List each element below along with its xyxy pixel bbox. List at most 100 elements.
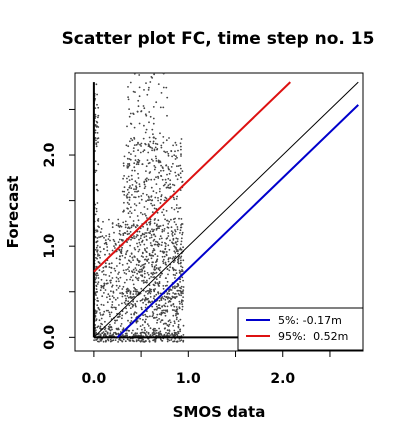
scatter-point xyxy=(173,190,175,193)
scatter-point xyxy=(109,338,112,341)
scatter-point xyxy=(103,328,106,331)
scatter-point xyxy=(144,321,147,324)
scatter-point xyxy=(142,338,145,341)
scatter-point xyxy=(155,240,157,243)
scatter-point xyxy=(176,238,179,240)
scatter-point xyxy=(138,271,141,274)
scatter-point xyxy=(153,168,156,171)
scatter-point xyxy=(140,265,142,268)
scatter-point xyxy=(172,237,175,240)
scatter-point xyxy=(175,310,178,313)
scatter-point xyxy=(105,235,107,237)
scatter-point xyxy=(122,292,125,295)
scatter-point xyxy=(95,145,98,148)
scatter-point xyxy=(153,238,156,241)
scatter-point xyxy=(132,220,135,222)
scatter-point xyxy=(160,312,163,315)
scatter-point xyxy=(174,242,177,244)
scatter-point xyxy=(127,268,129,270)
scatter-point xyxy=(152,288,155,291)
scatter-point xyxy=(161,230,164,233)
scatter-point xyxy=(153,272,156,275)
scatter-point xyxy=(143,183,146,186)
scatter-point xyxy=(150,158,153,161)
scatter-point xyxy=(129,210,131,213)
scatter-point xyxy=(160,334,163,336)
scatter-point xyxy=(97,220,100,222)
scatter-point xyxy=(126,249,129,252)
scatter-point xyxy=(131,224,133,227)
scatter-point xyxy=(159,274,162,277)
scatter-point xyxy=(95,277,98,279)
scatter-point xyxy=(124,223,127,226)
scatter-point xyxy=(127,96,129,98)
scatter-point xyxy=(155,303,158,305)
scatter-point xyxy=(124,220,127,223)
scatter-point xyxy=(139,268,141,271)
scatter-point xyxy=(132,224,135,227)
scatter-point xyxy=(175,144,178,146)
scatter-point xyxy=(130,313,133,316)
scatter-point xyxy=(113,306,115,309)
scatter-point xyxy=(103,273,105,276)
scatter-point xyxy=(153,295,156,298)
scatter-point xyxy=(145,290,147,293)
scatter-point xyxy=(105,330,107,333)
scatter-point xyxy=(141,280,143,282)
scatter-point xyxy=(144,143,147,146)
scatter-point xyxy=(137,264,140,267)
scatter-point xyxy=(133,144,136,147)
scatter-point xyxy=(131,169,134,172)
scatter-point xyxy=(126,334,128,337)
scatter-point xyxy=(137,143,139,145)
scatter-point xyxy=(159,330,162,333)
scatter-point xyxy=(126,338,129,341)
scatter-point xyxy=(132,329,134,332)
scatter-point xyxy=(132,90,135,93)
scatter-point xyxy=(149,199,152,201)
scatter-point xyxy=(97,274,99,277)
scatter-point xyxy=(99,289,102,292)
scatter-point xyxy=(156,244,159,246)
scatter-point xyxy=(162,136,165,138)
scatter-point xyxy=(133,72,136,75)
scatter-point xyxy=(137,195,140,198)
scatter-point xyxy=(134,155,137,157)
scatter-point xyxy=(140,142,143,145)
scatter-point xyxy=(111,295,114,297)
scatter-point xyxy=(150,195,153,198)
scatter-point xyxy=(135,339,138,341)
scatter-point xyxy=(126,311,128,314)
scatter-point xyxy=(108,233,111,236)
scatter-point xyxy=(176,165,178,168)
scatter-point xyxy=(137,250,140,253)
scatter-point xyxy=(153,290,156,293)
scatter-point xyxy=(131,339,134,342)
scatter-point xyxy=(168,293,171,295)
scatter-point xyxy=(164,245,167,248)
scatter-point xyxy=(128,151,130,154)
scatter-point xyxy=(147,151,150,154)
scatter-point xyxy=(106,246,109,248)
scatter-point xyxy=(131,279,134,282)
scatter-point xyxy=(121,239,124,242)
scatter-point xyxy=(134,226,137,228)
scatter-point xyxy=(117,241,120,244)
scatter-point xyxy=(103,282,106,285)
scatter-point xyxy=(148,111,151,113)
scatter-point xyxy=(144,333,147,336)
scatter-point xyxy=(133,209,136,212)
scatter-point xyxy=(112,334,114,336)
scatter-point xyxy=(114,322,116,324)
scatter-point xyxy=(172,325,175,327)
scatter-point xyxy=(96,93,98,96)
scatter-point xyxy=(105,279,108,282)
scatter-point xyxy=(130,153,132,156)
scatter-point xyxy=(118,304,120,306)
scatter-point xyxy=(131,236,134,239)
scatter-point xyxy=(156,321,158,324)
scatter-point xyxy=(129,244,132,247)
scatter-point xyxy=(174,269,177,272)
scatter-point xyxy=(109,323,111,326)
scatter-point xyxy=(140,337,143,340)
